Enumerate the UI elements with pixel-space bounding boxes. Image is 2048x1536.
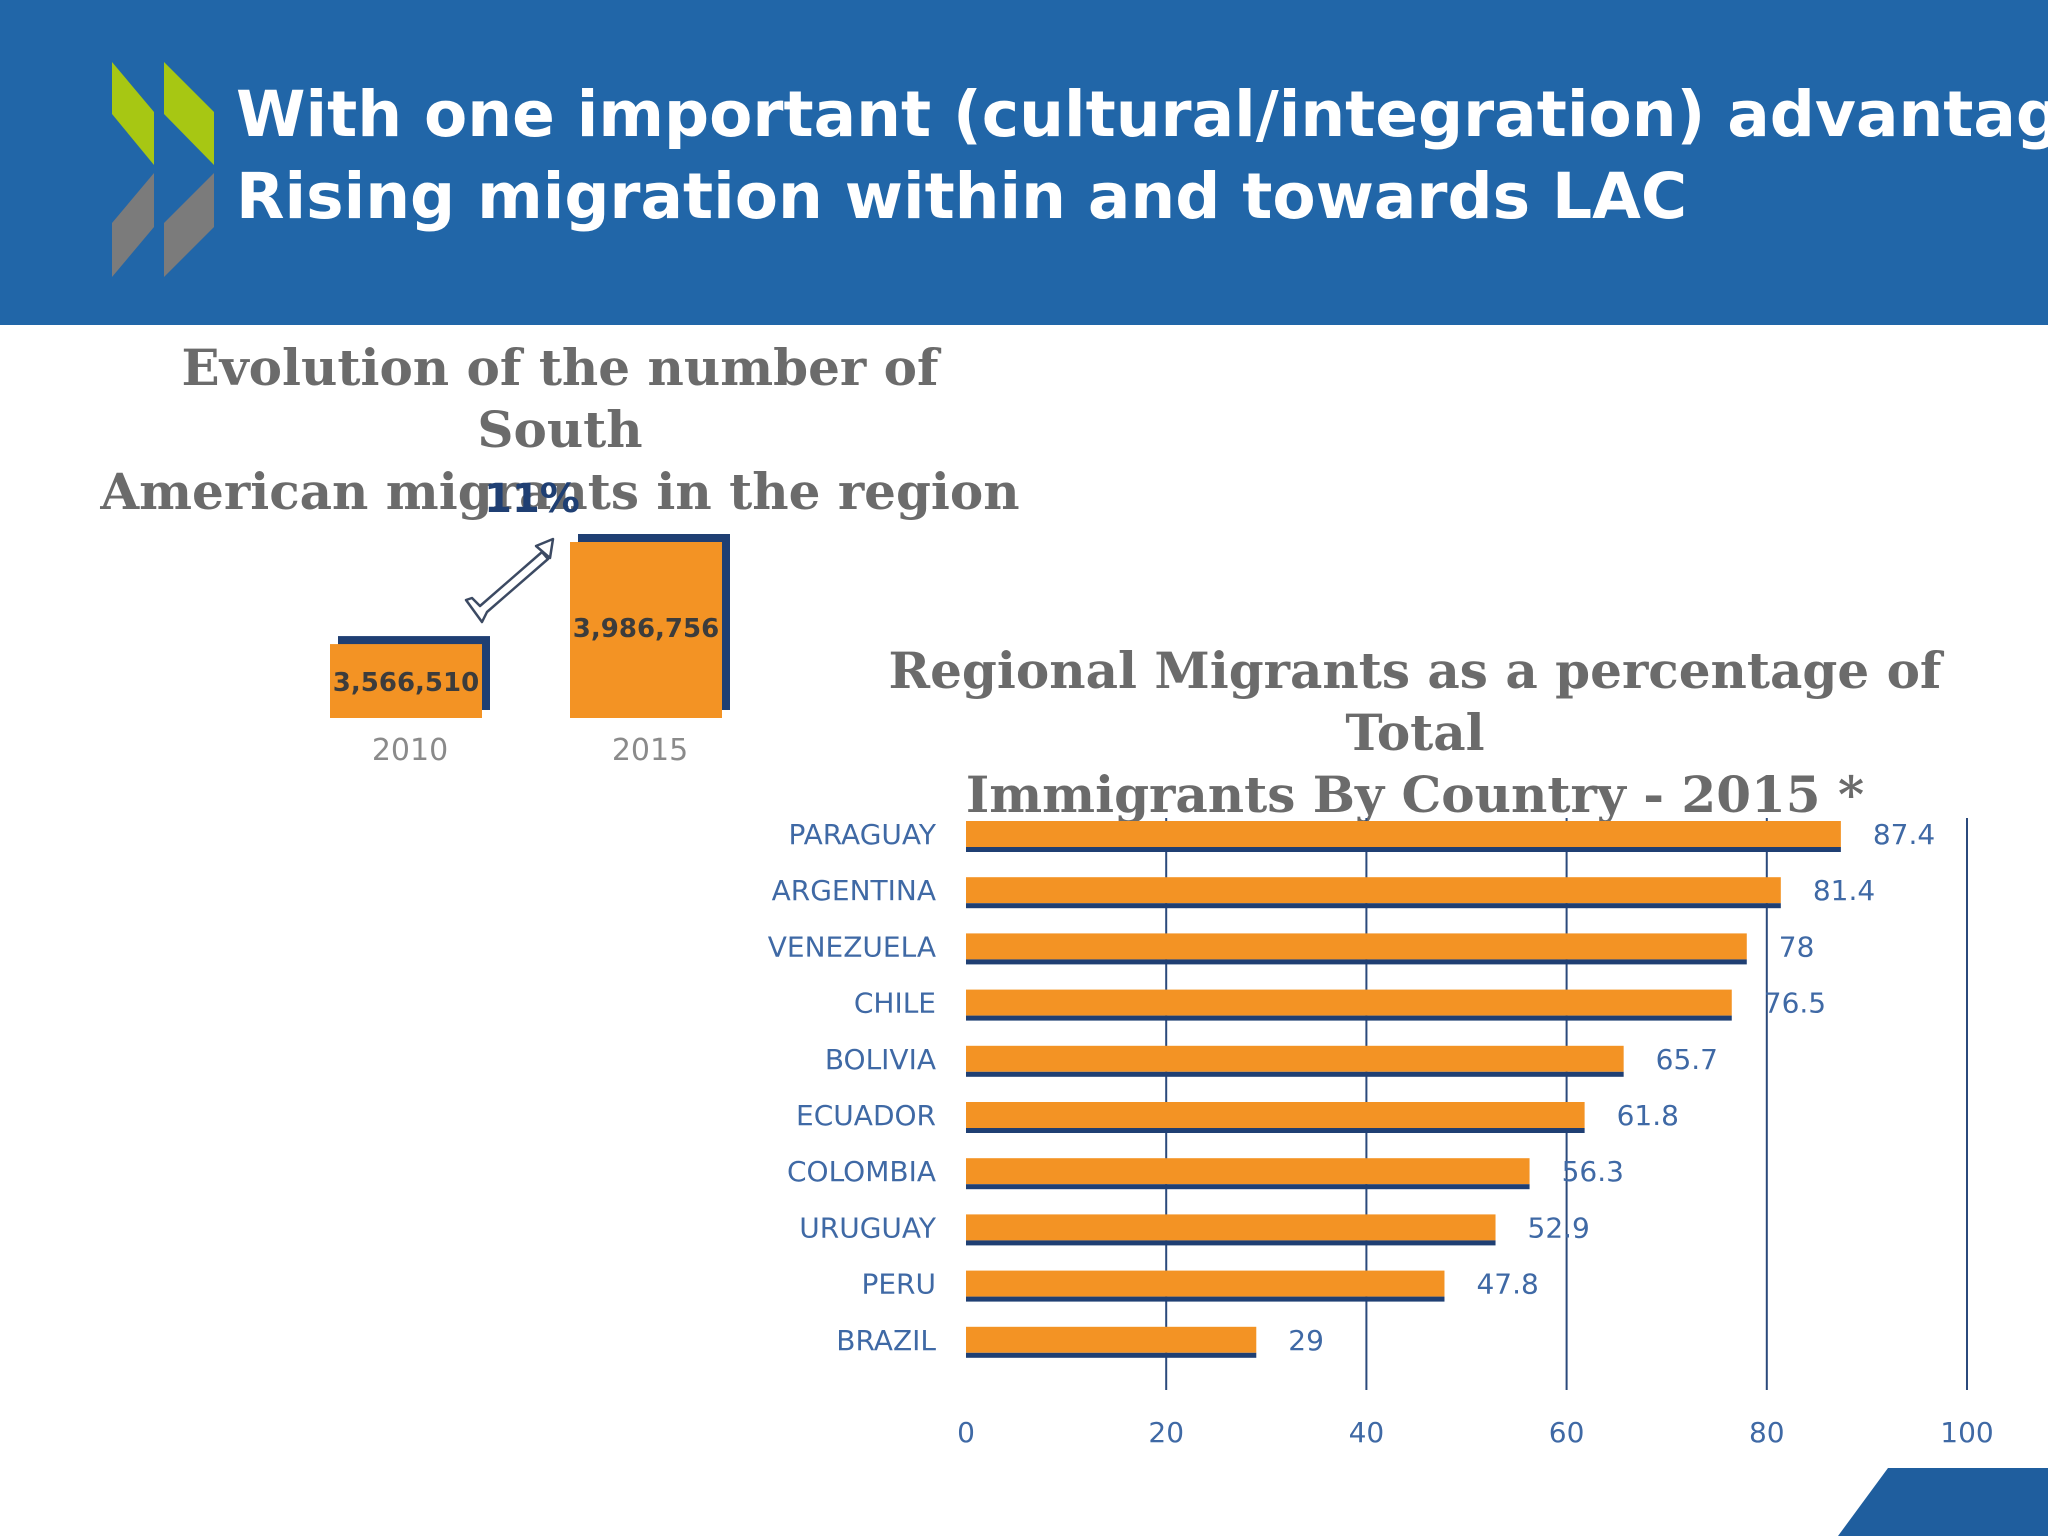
logo-chevron-right-green [164,62,214,165]
migrants-evolution-chart: 11% 3,566,510 2010 3,986,756 2015 [330,476,730,768]
category-label: ECUADOR [796,1099,936,1132]
logo-chevron-right-gray [164,173,214,277]
bar [966,933,1747,960]
mini-bar [570,542,722,718]
bar [966,1102,1585,1128]
category-label: BOLIVIA [825,1043,936,1076]
mini-bar-value-label: 3,566,510 [333,668,479,698]
bar-underline [966,1296,1445,1302]
oecd-chevron-logo-icon [112,62,214,277]
bar [966,1270,1445,1297]
slide-title-line-2: Rising migration within and towards LAC [236,160,1688,233]
category-label: ARGENTINA [772,874,936,907]
category-label: VENEZUELA [768,930,936,963]
left-chart-title-line-2: American migrants in the region [100,462,1020,521]
header-band: With one important (cultural/integration… [0,0,2048,325]
data-label: 78 [1779,930,1815,963]
slide-title-line-1: With one important (cultural/integration… [236,78,2048,151]
mini-category-label: 2015 [612,733,688,768]
bar [966,1326,1257,1353]
right-chart-title: Regional Migrants as a percentage of Tot… [840,640,1990,826]
logo-chevron-left-gray [112,173,154,277]
data-label: 65.7 [1656,1043,1718,1076]
category-label: COLOMBIA [787,1155,936,1188]
bar [966,821,1841,847]
x-tick-label: 60 [1549,1416,1585,1449]
category-label: PERU [861,1268,936,1301]
right-chart-title-line-1: Regional Migrants as a percentage of Tot… [888,641,1942,762]
bar-underline [966,1071,1624,1077]
mini-category-label: 2010 [372,733,448,768]
data-label: 76.5 [1764,987,1826,1020]
regional-migrants-bar-chart: PARAGUAY 87.4 ARGENTINA 81.4 VENEZUELA 78 CHIL… [768,818,1994,1449]
x-tick-label: 100 [1940,1416,1993,1449]
slide-title: With one important (cultural/integration… [236,74,2048,238]
category-label: BRAZIL [836,1324,936,1357]
data-label: 87.4 [1873,818,1935,851]
category-label: CHILE [854,987,936,1020]
bar-underline [966,1240,1496,1246]
x-tick-label: 80 [1749,1416,1785,1449]
data-label: 81.4 [1813,874,1875,907]
x-tick-label: 0 [957,1416,975,1449]
arrow-up-right-icon [464,537,555,624]
logo-chevron-left-green [112,62,154,165]
bar-underline [966,1184,1530,1190]
data-label: 61.8 [1617,1099,1679,1132]
data-label: 52.9 [1528,1211,1590,1244]
bar-underline [966,1015,1732,1021]
x-tick-label: 20 [1148,1416,1184,1449]
bar [966,877,1781,904]
data-label: 47.8 [1476,1268,1538,1301]
category-label: PARAGUAY [788,818,936,851]
corner-accent-shape [1838,1468,2048,1536]
mini-bar-value-label: 3,986,756 [573,614,719,644]
bar-underline [966,1128,1585,1133]
bar-underline [966,903,1781,909]
left-chart-title-line-1: Evolution of the number of South [181,338,939,459]
bar [966,989,1732,1016]
data-label: 56.3 [1562,1155,1624,1188]
bar [966,1045,1624,1072]
growth-percent-label: 11% [484,476,580,522]
data-label: 29 [1288,1324,1324,1357]
bar-underline [966,959,1747,965]
bar [966,1214,1496,1241]
x-tick-label: 40 [1349,1416,1385,1449]
bar-underline [966,847,1841,852]
mini-bar [330,644,482,718]
bar-underline [966,1352,1257,1358]
bar [966,1158,1530,1185]
category-label: URUGUAY [799,1211,937,1244]
right-chart-title-line-2: Immigrants By Country - 2015 * [965,765,1865,824]
left-chart-title: Evolution of the number of South America… [100,337,1020,523]
